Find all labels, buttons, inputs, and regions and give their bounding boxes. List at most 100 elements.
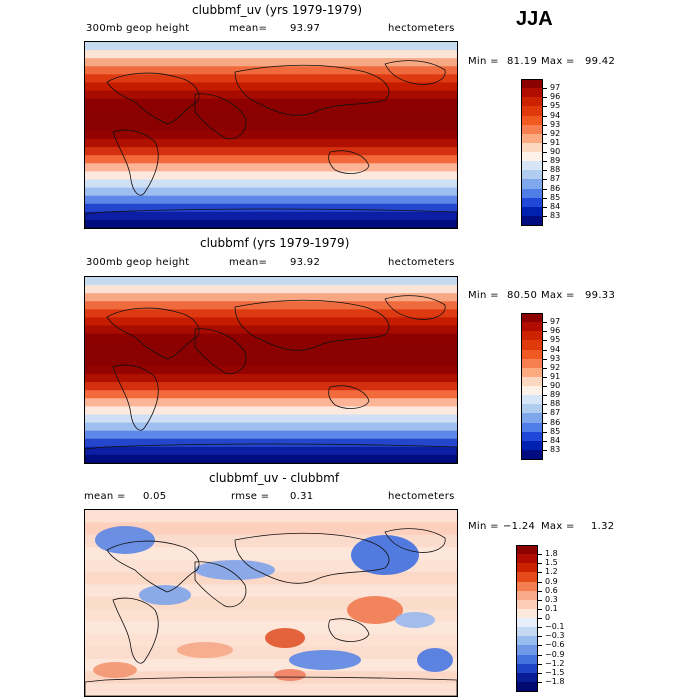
- colorbar-label: 0.1: [545, 603, 558, 613]
- field-band: [85, 317, 457, 327]
- anomaly-blob: [347, 596, 403, 624]
- colorbar-swatch: [521, 161, 543, 171]
- colorbar-label: 87: [550, 408, 561, 418]
- coastline: [85, 208, 457, 228]
- panel1-mean-label: mean=: [229, 23, 268, 34]
- colorbar-swatch: [521, 152, 543, 162]
- colorbar-label: 87: [550, 174, 561, 184]
- field-band: [85, 114, 457, 124]
- colorbar-tick: [543, 449, 547, 451]
- colorbar-label: 88: [550, 399, 561, 409]
- colorbar-swatch: [516, 681, 538, 692]
- colorbar-label: 97: [550, 317, 561, 327]
- field-band: [85, 106, 457, 116]
- panel1-colorbar: 97 96 95 94 93 92 91 90 89 88 87 86 85 84 83: [521, 79, 581, 226]
- colorbar-swatch: [521, 440, 543, 451]
- panel1-mean-value: 93.97: [290, 23, 321, 34]
- panel1-map: [84, 41, 458, 229]
- colorbar-tick: [543, 188, 547, 190]
- panel2-min-label: Min =: [468, 290, 499, 301]
- colorbar-label: 0.3: [545, 594, 558, 604]
- colorbar-tick: [538, 554, 542, 556]
- field-band: [85, 147, 457, 156]
- colorbar-swatch: [516, 654, 538, 665]
- coastline: [112, 129, 159, 196]
- colorbar-swatch: [521, 367, 543, 378]
- colorbar-tick: [543, 124, 547, 126]
- panel1-field: [85, 42, 457, 228]
- colorbar-tick: [538, 672, 542, 674]
- colorbar-label: 95: [550, 101, 561, 111]
- field-band: [85, 341, 457, 351]
- colorbar-tick: [543, 142, 547, 144]
- field-band: [85, 438, 457, 448]
- panel3-min-label: Min =: [468, 521, 499, 532]
- panel2-units: hectometers: [388, 257, 455, 268]
- field-band: [85, 374, 457, 383]
- field-band: [85, 522, 457, 536]
- colorbar-swatch: [521, 349, 543, 360]
- colorbar-tick: [543, 152, 547, 153]
- colorbar-swatch: [521, 431, 543, 442]
- anomaly-blob: [274, 669, 306, 681]
- field-band: [85, 155, 457, 164]
- field-band: [85, 277, 457, 286]
- colorbar-swatch: [521, 79, 543, 89]
- colorbar-label: 89: [550, 156, 561, 166]
- coastline: [234, 64, 390, 116]
- field-band: [85, 333, 457, 343]
- field-band: [85, 357, 457, 367]
- coastline: [328, 385, 370, 409]
- panel2-title: clubbmf (yrs 1979-1979): [200, 236, 350, 250]
- coastline: [194, 561, 247, 608]
- colorbar-tick: [543, 206, 547, 208]
- colorbar-tick: [543, 331, 547, 333]
- field-band: [85, 82, 457, 92]
- season-label: JJA: [516, 8, 553, 30]
- colorbar-swatch: [521, 170, 543, 180]
- colorbar-label: 1.8: [545, 549, 558, 559]
- colorbar-label: 90: [550, 381, 561, 390]
- colorbar-tick: [538, 654, 542, 656]
- field-band: [85, 211, 457, 221]
- colorbar-tick: [543, 386, 547, 387]
- colorbar-tick: [543, 133, 547, 135]
- panel2-colorbar: 97 96 95 94 93 92 91 90 89 88 87 86 85 84 83: [521, 313, 581, 460]
- colorbar-label: 85: [550, 192, 561, 202]
- field-band: [85, 163, 457, 172]
- coastline: [328, 150, 370, 174]
- colorbar-label: −0.6: [545, 640, 565, 650]
- field-band: [85, 219, 457, 228]
- colorbar-tick: [538, 590, 542, 592]
- field-band: [85, 446, 457, 456]
- panel2-min-value: 80.50: [507, 290, 538, 301]
- colorbar-label: −0.3: [545, 631, 565, 641]
- panel2-max-value: 99.33: [585, 290, 616, 301]
- field-band: [85, 422, 457, 432]
- colorbar-label: 0: [545, 613, 551, 622]
- panel2-map: [84, 276, 458, 464]
- colorbar-tick: [543, 422, 547, 424]
- colorbar-label: 93: [550, 119, 561, 129]
- panel1-min-label: Min =: [468, 56, 499, 67]
- coastline: [384, 60, 446, 85]
- colorbar-label: −0.9: [545, 649, 565, 659]
- field-band: [85, 510, 457, 523]
- colorbar-swatch: [521, 188, 543, 199]
- colorbar-label: 94: [550, 344, 561, 354]
- colorbar-label: 92: [550, 128, 561, 138]
- colorbar-label: 85: [550, 426, 561, 436]
- colorbar-swatch: [521, 340, 543, 350]
- colorbar-swatch: [521, 106, 543, 116]
- anomaly-blob: [95, 526, 155, 554]
- anomaly-blob: [289, 650, 361, 670]
- colorbar-label: 96: [550, 92, 561, 102]
- colorbar-swatch: [521, 133, 543, 144]
- colorbar-label: −1.8: [545, 676, 565, 686]
- field-band: [85, 187, 457, 197]
- colorbar-swatch: [521, 115, 543, 126]
- colorbar-label: 88: [550, 165, 561, 175]
- coastline: [112, 597, 159, 664]
- coastline: [384, 528, 446, 553]
- colorbar-label: 96: [550, 326, 561, 336]
